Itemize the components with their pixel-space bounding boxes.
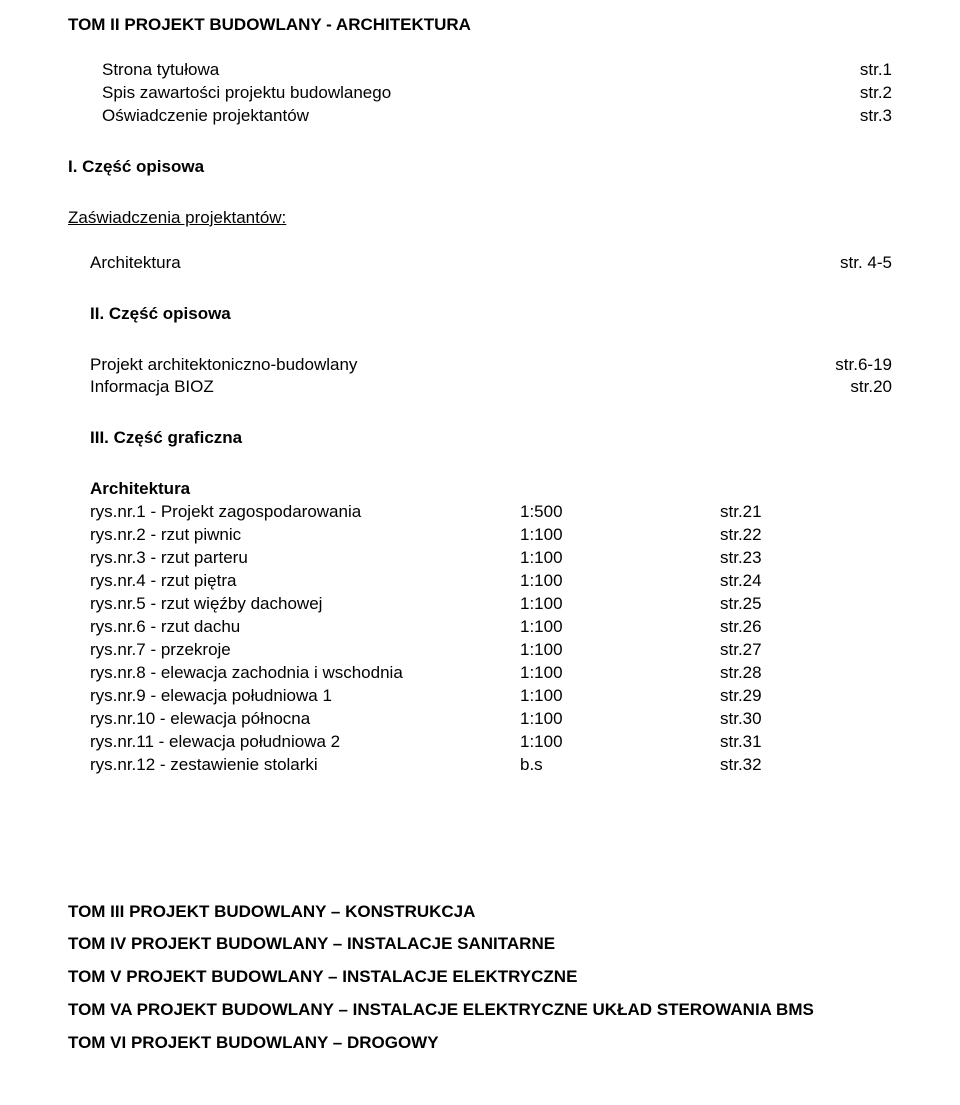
item-page: str. 4-5 bbox=[820, 252, 892, 275]
tom-entry: TOM VA PROJEKT BUDOWLANY – INSTALACJE EL… bbox=[68, 999, 892, 1022]
table-row: rys.nr.9 - elewacja południowa 11:100str… bbox=[90, 685, 892, 708]
tom-list: TOM III PROJEKT BUDOWLANY – KONSTRUKCJA … bbox=[68, 901, 892, 1056]
table-row: rys.nr.2 - rzut piwnic1:100str.22 bbox=[90, 524, 892, 547]
table-row: rys.nr.7 - przekroje1:100str.27 bbox=[90, 639, 892, 662]
row-scale: 1:100 bbox=[520, 593, 720, 616]
row-label: rys.nr.8 - elewacja zachodnia i wschodni… bbox=[90, 662, 520, 685]
row-page: str.32 bbox=[720, 754, 892, 777]
tom2-top-items: Strona tytułowa str.1 Spis zawartości pr… bbox=[68, 59, 892, 128]
table-row: rys.nr.4 - rzut piętra1:100str.24 bbox=[90, 570, 892, 593]
row-scale: 1:100 bbox=[520, 570, 720, 593]
row-scale: b.s bbox=[520, 754, 720, 777]
row-page: str.29 bbox=[720, 685, 892, 708]
part1-title: I. Część opisowa bbox=[68, 156, 892, 179]
tom-entry: TOM VI PROJEKT BUDOWLANY – DROGOWY bbox=[68, 1032, 892, 1055]
row-scale: 1:100 bbox=[520, 708, 720, 731]
table-row: rys.nr.1 - Projekt zagospodarowania1:500… bbox=[90, 501, 892, 524]
item-page: str.6-19 bbox=[815, 354, 892, 377]
row-scale: 1:100 bbox=[520, 547, 720, 570]
part3-group: Architektura rys.nr.1 - Projekt zagospod… bbox=[68, 478, 892, 776]
list-item: Architektura str. 4-5 bbox=[90, 252, 892, 275]
table-row: rys.nr.3 - rzut parteru1:100str.23 bbox=[90, 547, 892, 570]
row-scale: 1:500 bbox=[520, 501, 720, 524]
item-page: str.3 bbox=[840, 105, 892, 128]
tom-entry: TOM IV PROJEKT BUDOWLANY – INSTALACJE SA… bbox=[68, 933, 892, 956]
item-label: Oświadczenie projektantów bbox=[102, 105, 840, 128]
row-scale: 1:100 bbox=[520, 731, 720, 754]
tom2-header: TOM II PROJEKT BUDOWLANY - ARCHITEKTURA bbox=[68, 14, 892, 37]
list-item: Informacja BIOZ str.20 bbox=[90, 376, 892, 399]
row-scale: 1:100 bbox=[520, 524, 720, 547]
list-item: Spis zawartości projektu budowlanego str… bbox=[102, 82, 892, 105]
table-row: rys.nr.10 - elewacja północna1:100str.30 bbox=[90, 708, 892, 731]
table-row: rys.nr.12 - zestawienie stolarkib.sstr.3… bbox=[90, 754, 892, 777]
item-page: str.1 bbox=[840, 59, 892, 82]
list-item: Strona tytułowa str.1 bbox=[102, 59, 892, 82]
table-row: rys.nr.11 - elewacja południowa 21:100st… bbox=[90, 731, 892, 754]
list-item: Projekt architektoniczno-budowlany str.6… bbox=[90, 354, 892, 377]
part2-title: II. Część opisowa bbox=[68, 303, 892, 326]
row-label: rys.nr.1 - Projekt zagospodarowania bbox=[90, 501, 520, 524]
document-page: TOM II PROJEKT BUDOWLANY - ARCHITEKTURA … bbox=[0, 0, 960, 1105]
row-label: rys.nr.10 - elewacja północna bbox=[90, 708, 520, 731]
part3-title: III. Część graficzna bbox=[68, 427, 892, 450]
table-row: rys.nr.5 - rzut więźby dachowej1:100str.… bbox=[90, 593, 892, 616]
row-page: str.27 bbox=[720, 639, 892, 662]
row-scale: 1:100 bbox=[520, 662, 720, 685]
part3-group-label: Architektura bbox=[90, 478, 892, 501]
row-page: str.28 bbox=[720, 662, 892, 685]
part2-items: Projekt architektoniczno-budowlany str.6… bbox=[68, 354, 892, 400]
row-scale: 1:100 bbox=[520, 616, 720, 639]
row-label: rys.nr.2 - rzut piwnic bbox=[90, 524, 520, 547]
row-page: str.23 bbox=[720, 547, 892, 570]
row-label: rys.nr.3 - rzut parteru bbox=[90, 547, 520, 570]
part1-items: Architektura str. 4-5 bbox=[68, 252, 892, 275]
tom-entry: TOM V PROJEKT BUDOWLANY – INSTALACJE ELE… bbox=[68, 966, 892, 989]
part1-sub-title: Zaświadczenia projektantów: bbox=[68, 207, 892, 230]
row-label: rys.nr.6 - rzut dachu bbox=[90, 616, 520, 639]
table-row: rys.nr.6 - rzut dachu1:100str.26 bbox=[90, 616, 892, 639]
item-label: Spis zawartości projektu budowlanego bbox=[102, 82, 840, 105]
item-label: Architektura bbox=[90, 252, 820, 275]
row-scale: 1:100 bbox=[520, 685, 720, 708]
row-page: str.22 bbox=[720, 524, 892, 547]
row-page: str.21 bbox=[720, 501, 892, 524]
table-row: rys.nr.8 - elewacja zachodnia i wschodni… bbox=[90, 662, 892, 685]
row-label: rys.nr.5 - rzut więźby dachowej bbox=[90, 593, 520, 616]
row-label: rys.nr.11 - elewacja południowa 2 bbox=[90, 731, 520, 754]
list-item: Oświadczenie projektantów str.3 bbox=[102, 105, 892, 128]
part3-rows: rys.nr.1 - Projekt zagospodarowania1:500… bbox=[90, 501, 892, 776]
row-page: str.24 bbox=[720, 570, 892, 593]
row-page: str.26 bbox=[720, 616, 892, 639]
tom-entry: TOM III PROJEKT BUDOWLANY – KONSTRUKCJA bbox=[68, 901, 892, 924]
row-label: rys.nr.4 - rzut piętra bbox=[90, 570, 520, 593]
item-page: str.2 bbox=[840, 82, 892, 105]
row-scale: 1:100 bbox=[520, 639, 720, 662]
item-page: str.20 bbox=[830, 376, 892, 399]
row-label: rys.nr.12 - zestawienie stolarki bbox=[90, 754, 520, 777]
item-label: Strona tytułowa bbox=[102, 59, 840, 82]
row-page: str.30 bbox=[720, 708, 892, 731]
item-label: Projekt architektoniczno-budowlany bbox=[90, 354, 815, 377]
row-label: rys.nr.7 - przekroje bbox=[90, 639, 520, 662]
row-page: str.25 bbox=[720, 593, 892, 616]
row-page: str.31 bbox=[720, 731, 892, 754]
item-label: Informacja BIOZ bbox=[90, 376, 830, 399]
row-label: rys.nr.9 - elewacja południowa 1 bbox=[90, 685, 520, 708]
